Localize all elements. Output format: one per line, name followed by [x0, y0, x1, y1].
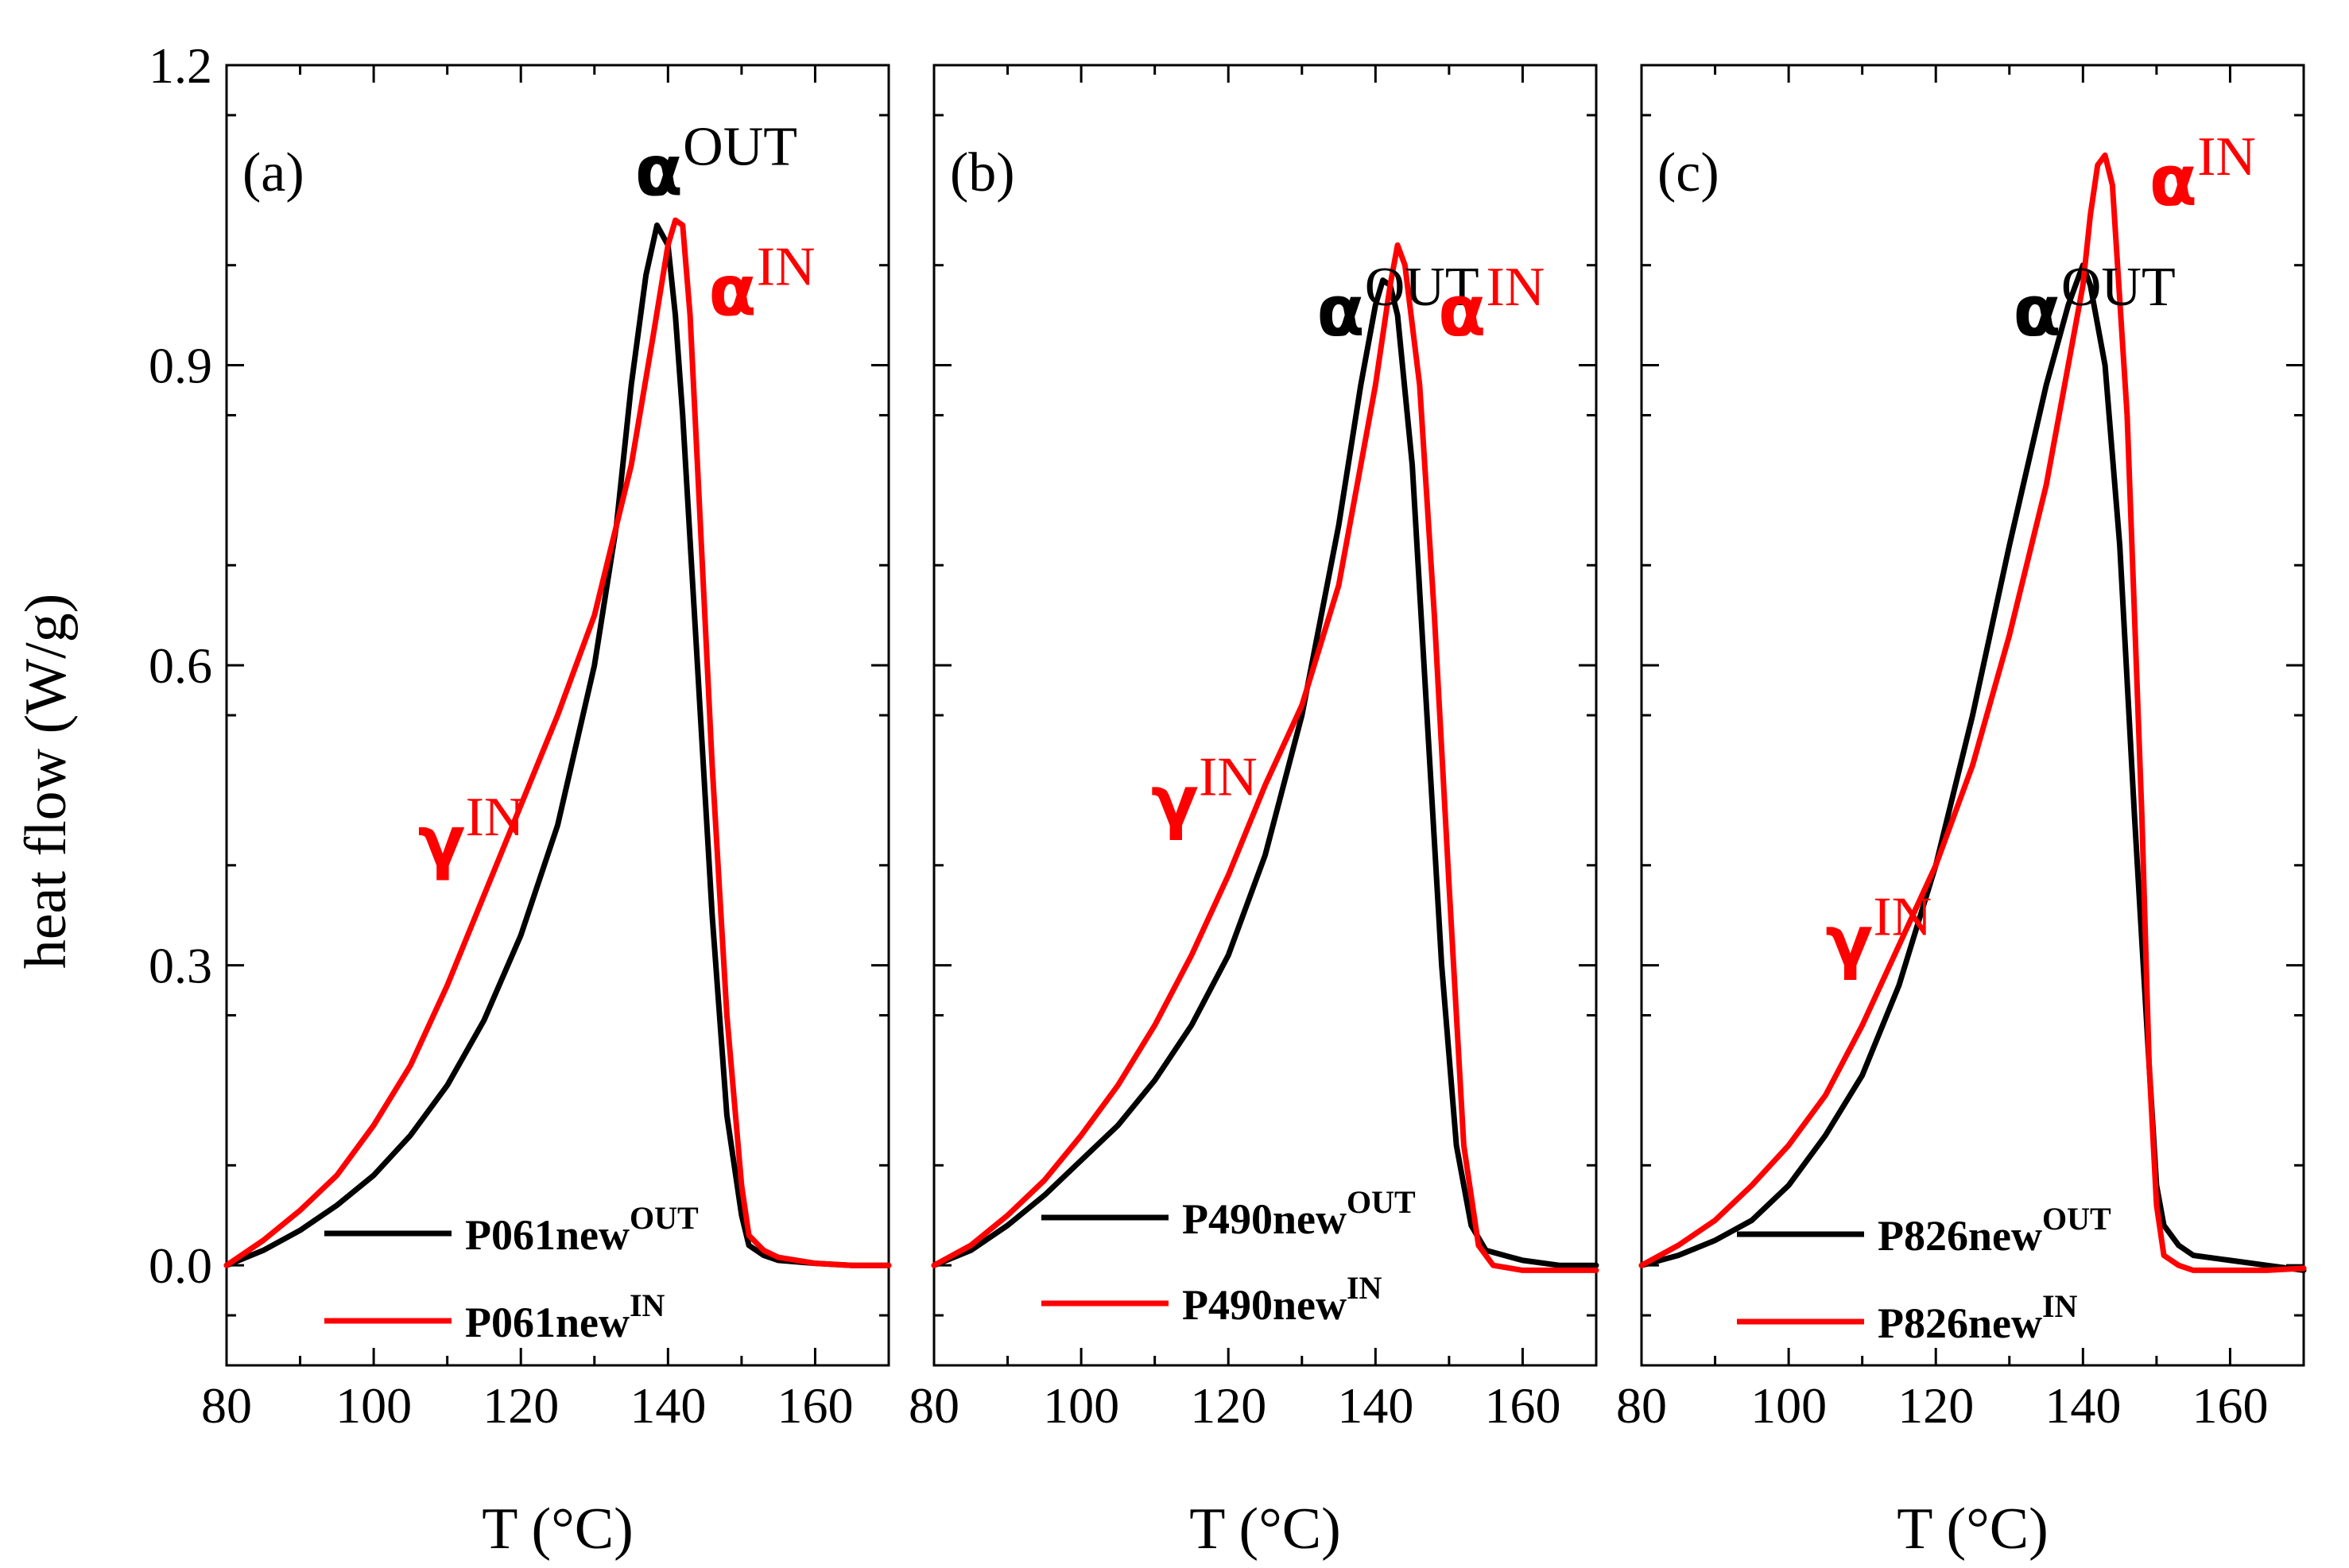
legend-label-superscript: OUT: [1347, 1184, 1416, 1220]
x-tick-label: 160: [1484, 1377, 1560, 1434]
x-tick-label: 80: [201, 1377, 252, 1434]
legend-label: P061new: [465, 1211, 630, 1259]
legend-label: P490new: [1182, 1195, 1347, 1243]
peak-annotation: αOUT: [2013, 257, 2175, 352]
annotation-superscript: IN: [1873, 887, 1932, 948]
annotation-superscript: OUT: [1365, 257, 1479, 318]
x-tick-label: 100: [335, 1377, 412, 1434]
legend-label: P061new: [465, 1299, 630, 1346]
y-tick-label: 0.0: [149, 1237, 212, 1294]
legend-label-superscript: IN: [2042, 1288, 2078, 1324]
peak-annotation: αIN: [1438, 257, 1545, 352]
annotation-symbol: α: [2013, 270, 2060, 352]
legend-label-superscript: OUT: [2042, 1201, 2111, 1237]
annotation-superscript: OUT: [2061, 257, 2176, 318]
x-tick-label: 120: [1897, 1377, 1974, 1434]
x-tick-label: 80: [909, 1377, 959, 1434]
series-line-in: [223, 217, 892, 1268]
annotation-symbol: α: [1316, 270, 1364, 352]
series-line-out: [931, 277, 1599, 1268]
series-line-in: [931, 242, 1599, 1273]
annotation-superscript: IN: [466, 787, 525, 848]
peak-annotation: γIN: [1151, 746, 1258, 842]
legend-label-superscript: IN: [630, 1287, 665, 1323]
legend-label-superscript: OUT: [630, 1200, 699, 1236]
y-tick-label: 0.9: [149, 338, 212, 394]
peak-annotation: αOUT: [635, 117, 797, 212]
series-line-out: [223, 222, 892, 1268]
x-axis-title: T (°C): [1189, 1496, 1341, 1562]
legend-label: P826new: [1878, 1299, 2042, 1347]
peak-annotation: αIN: [2149, 126, 2256, 222]
panel-label: (a): [242, 142, 304, 203]
x-tick-label: 140: [630, 1377, 706, 1434]
annotation-superscript: IN: [1199, 746, 1258, 807]
chart-panels: 80 100 120 140 160 0.0 0.3 0.6 0.9 1.2 T (°C) (a) P0…: [149, 37, 2307, 1562]
peak-annotation: αOUT: [1316, 257, 1479, 352]
y-axis-title: heat flow (W/g): [14, 594, 79, 970]
panel-label: (b): [950, 142, 1015, 203]
legend-entry: P826newOUT: [1878, 1201, 2111, 1260]
legend-entry: P061newOUT: [465, 1200, 699, 1259]
x-tick-label: 160: [2192, 1377, 2268, 1434]
series-line-in: [1638, 152, 2307, 1273]
annotation-symbol: α: [708, 250, 756, 332]
peak-annotation: γIN: [418, 787, 525, 882]
chart-panel-1: 80 100 120 140 160 0.0 0.3 0.6 0.9 1.2 T (°C) (a) P0…: [149, 37, 892, 1562]
annotation-symbol: γ: [418, 800, 466, 882]
annotation-symbol: α: [2149, 140, 2197, 222]
x-tick-label: 140: [1337, 1377, 1413, 1434]
legend-label-superscript: IN: [1347, 1270, 1382, 1306]
y-tick-label: 0.6: [149, 637, 212, 694]
x-axis-title: T (°C): [1897, 1496, 2049, 1562]
legend-label: P490new: [1182, 1281, 1347, 1329]
annotation-superscript: OUT: [683, 117, 797, 178]
x-tick-label: 160: [777, 1377, 853, 1434]
x-tick-label: 100: [1043, 1377, 1119, 1434]
legend-entry: P490newIN: [1182, 1270, 1382, 1329]
x-tick-label: 120: [483, 1377, 559, 1434]
annotation-symbol: γ: [1151, 760, 1199, 842]
legend-entry: P061newIN: [465, 1287, 665, 1346]
legend-entry: P490newOUT: [1182, 1184, 1416, 1243]
legend-label: P826new: [1878, 1212, 2042, 1260]
annotation-symbol: α: [635, 130, 683, 212]
x-tick-label: 120: [1190, 1377, 1266, 1434]
x-tick-label: 140: [2045, 1377, 2121, 1434]
annotation-symbol: γ: [1825, 900, 1873, 982]
x-tick-label: 80: [1616, 1377, 1667, 1434]
annotation-superscript: IN: [1486, 257, 1545, 318]
legend-entry: P826newIN: [1878, 1288, 2078, 1347]
x-tick-label: 100: [1750, 1377, 1827, 1434]
series-line-out: [1638, 262, 2307, 1273]
annotation-superscript: IN: [757, 237, 816, 298]
x-axis-title: T (°C): [482, 1496, 634, 1562]
peak-annotation: γIN: [1825, 887, 1932, 982]
annotation-symbol: α: [1438, 270, 1486, 352]
annotation-superscript: IN: [2197, 126, 2256, 188]
y-tick-label: 1.2: [149, 37, 212, 94]
panel-label: (c): [1657, 142, 1719, 203]
y-tick-label: 0.3: [149, 938, 212, 994]
peak-annotation: αIN: [708, 237, 815, 332]
